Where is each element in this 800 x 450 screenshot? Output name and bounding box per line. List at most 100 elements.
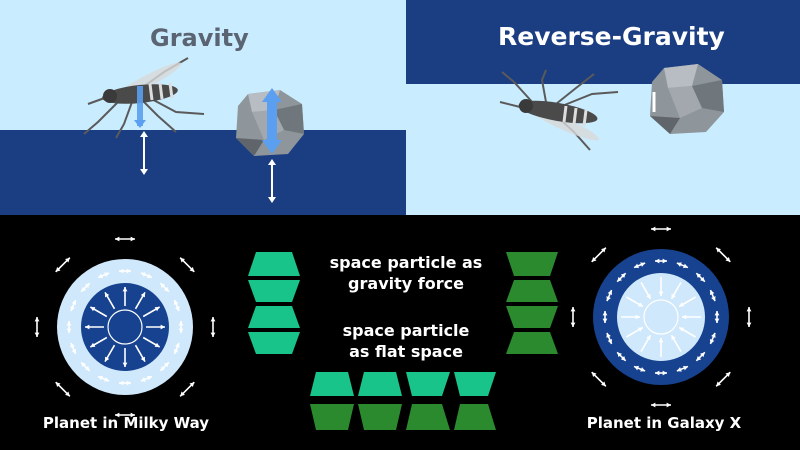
orbit-arrow-icon (591, 247, 607, 263)
planet-galaxy-x (570, 226, 752, 408)
ring-arrow-icon (655, 370, 667, 376)
radial-arrow-icon (670, 334, 682, 353)
radial-arrow-icon (85, 324, 104, 330)
radial-arrow-icon (104, 291, 116, 310)
ring-arrow-icon (676, 365, 689, 372)
planet-core (643, 299, 679, 335)
ring-arrow-icon (606, 332, 613, 345)
radial-arrow-icon (89, 336, 108, 348)
reverse-gravity-title: Reverse-Gravity (498, 22, 725, 51)
orbit-arrow-icon (55, 381, 71, 397)
ring-arrow-icon (709, 289, 716, 302)
rock-double-arrow-icon (268, 159, 276, 203)
orbit-arrow-icon (591, 371, 607, 387)
radial-arrow-icon (678, 326, 697, 338)
orbit-arrow-icon (715, 371, 731, 387)
rock-floating-icon (650, 64, 724, 134)
ring-arrow-icon (602, 311, 608, 323)
orbit-arrow-icon (34, 317, 40, 337)
gravity-title: Gravity (150, 24, 249, 52)
ring-arrow-icon (173, 299, 180, 312)
radial-arrow-icon (122, 348, 128, 367)
radial-arrow-icon (146, 324, 165, 330)
flat-space-particles-icon (310, 372, 496, 430)
reverse-gravity-ceiling (406, 0, 800, 84)
ring-arrow-icon (709, 332, 716, 345)
orbit-arrow-icon (651, 402, 671, 408)
flat-space-label-line1: space particle (342, 321, 470, 340)
radial-arrow-icon (658, 277, 664, 296)
ring-arrow-icon (97, 375, 110, 382)
radial-arrow-icon (104, 344, 116, 363)
radial-arrow-icon (142, 306, 161, 318)
planet-milky-way-caption: Planet in Milky Way (42, 414, 210, 432)
ring-arrow-icon (695, 351, 706, 362)
gravity-double-arrow-icon (140, 131, 148, 175)
ring-arrow-icon (70, 342, 77, 355)
orbit-arrow-icon (179, 381, 195, 397)
ring-arrow-icon (676, 262, 689, 269)
radial-arrow-icon (625, 326, 644, 338)
orbit-arrow-icon (115, 236, 135, 242)
ring-arrow-icon (714, 311, 720, 323)
planet-core (107, 309, 143, 345)
ring-arrow-icon (140, 272, 153, 279)
radial-arrow-icon (122, 287, 128, 306)
ring-arrow-icon (66, 321, 72, 333)
orbit-arrow-icon (55, 257, 71, 273)
radial-arrow-icon (678, 296, 697, 308)
mosquito-inverted-icon (499, 69, 619, 151)
ring-arrow-icon (119, 268, 131, 274)
orbit-arrow-icon (115, 412, 135, 418)
gravity-ground (0, 130, 406, 215)
radial-arrow-icon (670, 281, 682, 300)
ring-arrow-icon (633, 262, 646, 269)
orbit-arrow-icon (651, 226, 671, 232)
gravity-force-label-line1: space particle as (329, 253, 483, 272)
mosquito-standing-icon (83, 57, 205, 139)
ring-arrow-icon (178, 321, 184, 333)
gravity-force-label: space particle as gravity force (312, 252, 500, 294)
ring-arrow-icon (80, 282, 91, 293)
ring-arrow-icon (616, 351, 627, 362)
ring-arrow-icon (655, 258, 667, 264)
rock-icon (236, 88, 304, 156)
radial-arrow-icon (89, 306, 108, 318)
reverse-gravity-panel: Reverse-Gravity (406, 0, 800, 215)
ring-arrow-icon (173, 342, 180, 355)
ring-arrow-icon (119, 380, 131, 386)
ring-arrow-icon (159, 282, 170, 293)
ring-arrow-icon (70, 299, 77, 312)
radial-arrow-icon (640, 334, 652, 353)
ring-arrow-icon (97, 272, 110, 279)
radial-arrow-icon (621, 314, 640, 320)
flat-space-label: space particle as flat space (312, 320, 500, 362)
gravity-force-label-line2: gravity force (348, 274, 464, 293)
ring-arrow-icon (616, 272, 627, 283)
reverse-force-particles-icon (506, 252, 558, 354)
ring-arrow-icon (80, 361, 91, 372)
gravity-force-particles-icon (248, 252, 300, 354)
orbit-arrow-icon (746, 307, 752, 327)
gravity-panel: Gravity (0, 0, 406, 215)
ring-arrow-icon (606, 289, 613, 302)
orbit-arrow-icon (179, 257, 195, 273)
ring-arrow-icon (140, 375, 153, 382)
ring-arrow-icon (633, 365, 646, 372)
radial-arrow-icon (658, 338, 664, 357)
radial-arrow-icon (625, 296, 644, 308)
orbit-arrow-icon (715, 247, 731, 263)
radial-arrow-icon (142, 336, 161, 348)
planet-milky-way (34, 236, 216, 418)
ring-arrow-icon (159, 361, 170, 372)
orbit-arrow-icon (210, 317, 216, 337)
flat-space-label-line2: as flat space (349, 342, 463, 361)
orbit-arrow-icon (570, 307, 576, 327)
ring-arrow-icon (695, 272, 706, 283)
radial-arrow-icon (682, 314, 701, 320)
radial-arrow-icon (640, 281, 652, 300)
radial-arrow-icon (134, 344, 146, 363)
planet-galaxy-x-caption: Planet in Galaxy X (586, 414, 742, 432)
radial-arrow-icon (134, 291, 146, 310)
